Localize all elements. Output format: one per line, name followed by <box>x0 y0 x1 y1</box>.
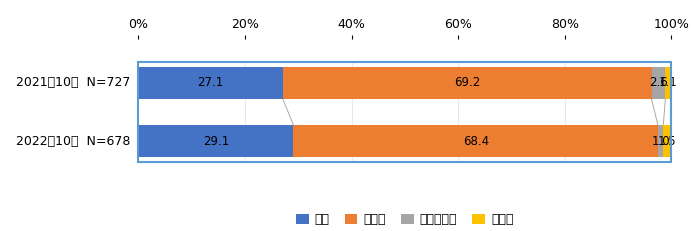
Bar <box>138 67 283 99</box>
Bar <box>138 62 671 162</box>
Bar <box>663 125 671 157</box>
Bar <box>283 67 652 99</box>
Text: 1.5: 1.5 <box>658 135 677 148</box>
Text: 69.2: 69.2 <box>454 76 480 89</box>
Text: 27.1: 27.1 <box>197 76 224 89</box>
Text: 1.1: 1.1 <box>659 76 677 89</box>
Text: 1.0: 1.0 <box>651 135 670 148</box>
Bar <box>652 67 666 99</box>
Bar <box>666 67 671 99</box>
Text: 2021年10月  N=727: 2021年10月 N=727 <box>16 76 130 89</box>
Text: 2.6: 2.6 <box>649 76 668 89</box>
Bar <box>293 125 658 157</box>
Legend: いる, いない, わからない, 無回答: いる, いない, わからない, 無回答 <box>291 208 518 231</box>
Text: 68.4: 68.4 <box>463 135 489 148</box>
Bar <box>658 125 663 157</box>
Text: 2022年10月  N=678: 2022年10月 N=678 <box>16 135 130 148</box>
Text: 29.1: 29.1 <box>203 135 229 148</box>
Bar <box>138 125 293 157</box>
